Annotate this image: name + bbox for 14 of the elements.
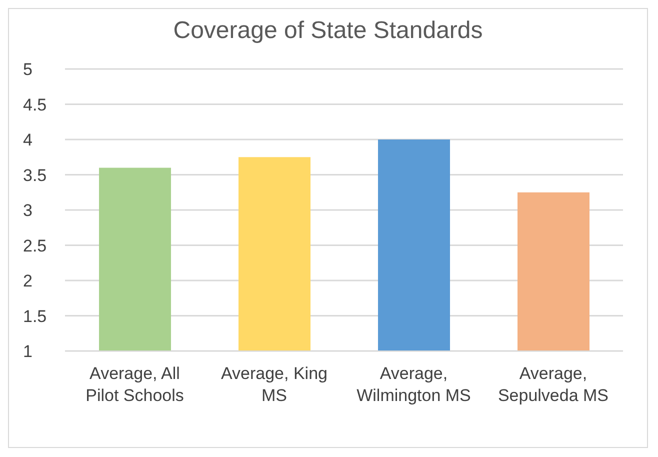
y-tick-label: 1.5 bbox=[23, 306, 47, 326]
x-tick-label: Average, Sepulveda MS bbox=[498, 364, 609, 405]
y-tick-label: 3 bbox=[23, 201, 32, 220]
x-tick-label: Average, Wilmington MS bbox=[356, 364, 471, 405]
y-tick-label: 2.5 bbox=[23, 236, 47, 256]
y-tick-label: 5 bbox=[23, 60, 32, 80]
y-tick-label: 2 bbox=[23, 272, 32, 291]
x-tick-label: Average, King MS bbox=[221, 364, 328, 405]
y-tick-label: 4.5 bbox=[23, 95, 47, 114]
y-tick-label: 3.5 bbox=[23, 166, 47, 185]
y-tick-label: 1 bbox=[23, 342, 32, 362]
x-tick-label: Average, All Pilot Schools bbox=[86, 364, 184, 405]
y-tick-label: 4 bbox=[23, 130, 32, 150]
chart-title: Coverage of State Standards bbox=[172, 16, 484, 46]
